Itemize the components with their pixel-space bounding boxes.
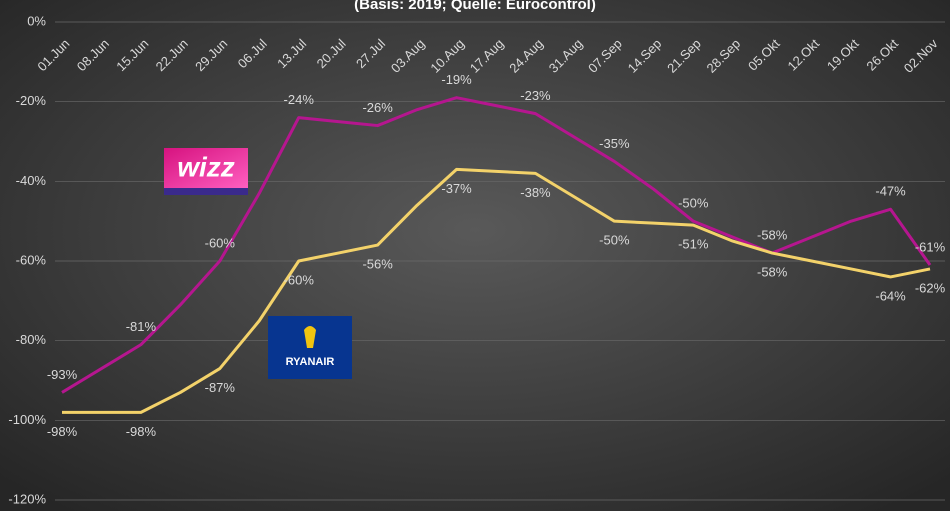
data-label: -56% bbox=[362, 257, 393, 272]
data-label: -98% bbox=[126, 424, 157, 439]
chart-subtitle: (Basis: 2019; Quelle: Eurocontrol) bbox=[354, 0, 596, 13]
data-label: -93% bbox=[47, 367, 78, 382]
data-label: -50% bbox=[599, 233, 630, 248]
legend-ryanair: RYANAIR bbox=[286, 356, 335, 368]
data-label: -58% bbox=[757, 227, 788, 242]
data-label: -23% bbox=[520, 88, 551, 103]
series-line bbox=[61, 96, 932, 394]
data-label: -61% bbox=[915, 239, 946, 254]
data-label: -38% bbox=[520, 185, 551, 200]
data-label: -24% bbox=[284, 92, 315, 107]
data-label: -64% bbox=[875, 288, 906, 303]
logos: wizz RYANAIR bbox=[164, 148, 352, 379]
data-label: -98% bbox=[47, 424, 78, 439]
y-tick-label: -120% bbox=[8, 491, 46, 506]
y-tick-label: -40% bbox=[16, 173, 47, 188]
data-label: -37% bbox=[441, 181, 472, 196]
data-label: -60% bbox=[205, 235, 236, 250]
data-label: -87% bbox=[205, 380, 236, 395]
data-label: -60% bbox=[284, 272, 315, 287]
legend-wizz: wizz bbox=[177, 151, 235, 182]
wizz-logo-bar bbox=[164, 188, 248, 195]
series-line bbox=[62, 167, 931, 414]
data-label: -62% bbox=[915, 280, 946, 295]
data-label: -58% bbox=[757, 264, 788, 279]
data-label: -26% bbox=[362, 100, 393, 115]
y-tick-label: -80% bbox=[16, 332, 47, 347]
data-label: -19% bbox=[441, 72, 472, 87]
wizz-logo-box bbox=[164, 148, 248, 188]
y-tick-label: -60% bbox=[16, 252, 47, 267]
data-label: -50% bbox=[678, 196, 709, 211]
ryanair-harp bbox=[304, 326, 316, 348]
data-label: -51% bbox=[678, 237, 709, 252]
y-tick-label: -20% bbox=[16, 93, 47, 108]
y-tick-label: -100% bbox=[8, 412, 46, 427]
data-label: -81% bbox=[126, 319, 157, 334]
data-label: -47% bbox=[875, 184, 906, 199]
data-label: -35% bbox=[599, 136, 630, 151]
y-tick-label: 0% bbox=[27, 13, 46, 28]
